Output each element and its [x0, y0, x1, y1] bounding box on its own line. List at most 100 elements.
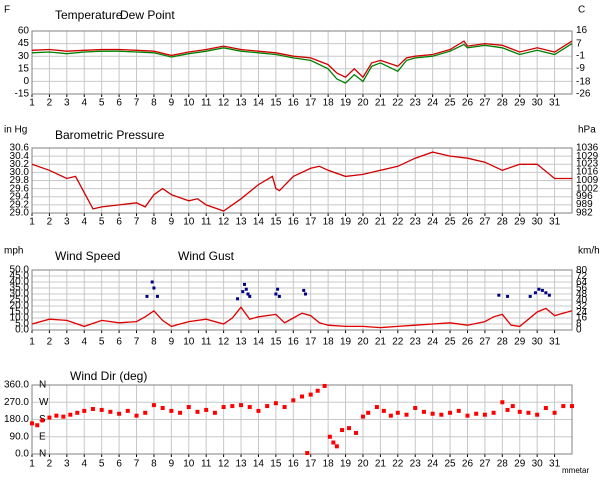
x-tick-label: 4 — [81, 459, 87, 470]
y2-tick-label: 1002 — [576, 184, 599, 195]
y2-tick-label: 48 — [576, 289, 588, 300]
data-point — [117, 411, 122, 416]
y2-tick-label: -26 — [576, 88, 591, 99]
x-tick-label: 7 — [134, 459, 140, 470]
data-point — [236, 297, 240, 301]
x-tick-label: 20 — [357, 98, 369, 109]
data-point — [150, 280, 154, 284]
x-tick-label: 2 — [47, 98, 53, 109]
y2-tick-label: 982 — [576, 208, 593, 219]
data-point — [497, 293, 501, 297]
y-tick-label: 90.0 — [10, 431, 30, 442]
y-tick-label: 29.4 — [10, 191, 30, 202]
x-tick-label: 18 — [323, 217, 335, 228]
x-tick-label: 31 — [549, 459, 561, 470]
data-point — [506, 294, 510, 298]
y2-tick-label: 56 — [576, 283, 588, 294]
legend-label: Barometric Pressure — [55, 128, 165, 142]
data-point — [230, 404, 235, 409]
y2-axis-label: C — [578, 5, 585, 16]
data-point — [155, 294, 159, 298]
series-line — [31, 151, 572, 212]
y-tick-label: 40.0 — [10, 277, 30, 288]
x-tick-label: 10 — [183, 217, 195, 228]
y2-tick-label: 64 — [576, 277, 588, 288]
data-point — [212, 410, 217, 415]
data-point — [395, 410, 400, 415]
x-tick-label: 1 — [29, 459, 35, 470]
data-point — [82, 408, 87, 413]
x-tick-label: 31 — [549, 217, 561, 228]
x-tick-label: 21 — [375, 98, 387, 109]
x-tick-label: 18 — [323, 459, 335, 470]
x-tick-label: 23 — [410, 217, 422, 228]
x-tick-label: 22 — [392, 98, 404, 109]
x-tick-label: 6 — [116, 98, 122, 109]
data-point — [465, 413, 470, 418]
x-tick-label: 22 — [392, 459, 404, 470]
x-tick-label: 28 — [497, 459, 509, 470]
y-tick-label: 60 — [18, 26, 30, 37]
x-tick-label: 17 — [305, 337, 317, 348]
data-point — [178, 410, 183, 415]
data-point — [247, 405, 252, 410]
y-tick-label: 30.0 — [10, 289, 30, 300]
data-point — [35, 423, 40, 428]
x-tick-label: 3 — [64, 98, 70, 109]
x-tick-label: 27 — [479, 337, 491, 348]
y-tick-label: 30.4 — [10, 151, 30, 162]
plot-frame — [31, 30, 573, 95]
x-tick-label: 11 — [201, 459, 212, 470]
x-tick-label: 25 — [445, 217, 457, 228]
plot-frame — [31, 384, 573, 455]
x-tick-label: 27 — [479, 217, 491, 228]
data-point — [544, 291, 548, 295]
data-point — [517, 409, 522, 414]
data-point — [439, 412, 444, 417]
y2-tick-label: 7 — [576, 39, 582, 50]
data-point — [186, 405, 191, 410]
y2-tick-label: 32 — [576, 301, 588, 312]
x-tick-label: 3 — [64, 459, 70, 470]
plot-frame — [31, 147, 573, 214]
x-tick-label: 23 — [410, 459, 422, 470]
x-tick-label: 17 — [305, 459, 317, 470]
series-line — [31, 40, 573, 79]
x-tick-label: 8 — [151, 98, 157, 109]
data-point — [543, 406, 548, 410]
data-point — [151, 403, 156, 408]
x-tick-label: 19 — [340, 459, 352, 470]
y-tick-label: 15 — [18, 63, 30, 74]
x-tick-label: 14 — [253, 217, 265, 228]
x-tick-label: 8 — [151, 337, 157, 348]
x-tick-label: 29 — [514, 337, 526, 348]
data-point — [366, 410, 371, 415]
x-tick-label: 14 — [253, 459, 265, 470]
x-tick-label: 25 — [445, 337, 457, 348]
x-tick-label: 13 — [235, 337, 247, 348]
y-tick-label: 270.0 — [4, 397, 29, 408]
y2-axis-label: km/h — [578, 246, 600, 257]
data-point — [388, 413, 393, 418]
data-point — [533, 291, 537, 295]
x-tick-label: 7 — [134, 217, 140, 228]
data-point — [75, 410, 80, 415]
x-tick-label: 10 — [183, 337, 195, 348]
y-tick-label: 50.0 — [10, 265, 30, 276]
x-tick-label: 14 — [253, 98, 265, 109]
y2-tick-label: 1036 — [576, 143, 599, 154]
x-tick-label: 5 — [99, 98, 105, 109]
x-tick-label: 6 — [116, 337, 122, 348]
x-tick-label: 20 — [357, 217, 369, 228]
data-point — [552, 410, 557, 415]
x-tick-label: 4 — [81, 98, 87, 109]
x-tick-label: 9 — [169, 337, 175, 348]
x-tick-label: 13 — [235, 459, 247, 470]
data-point — [152, 286, 156, 290]
x-tick-label: 17 — [305, 98, 317, 109]
data-point — [482, 412, 487, 417]
data-point — [340, 428, 345, 433]
y-tick-label: 10.0 — [10, 313, 30, 324]
x-tick-label: 15 — [270, 337, 282, 348]
